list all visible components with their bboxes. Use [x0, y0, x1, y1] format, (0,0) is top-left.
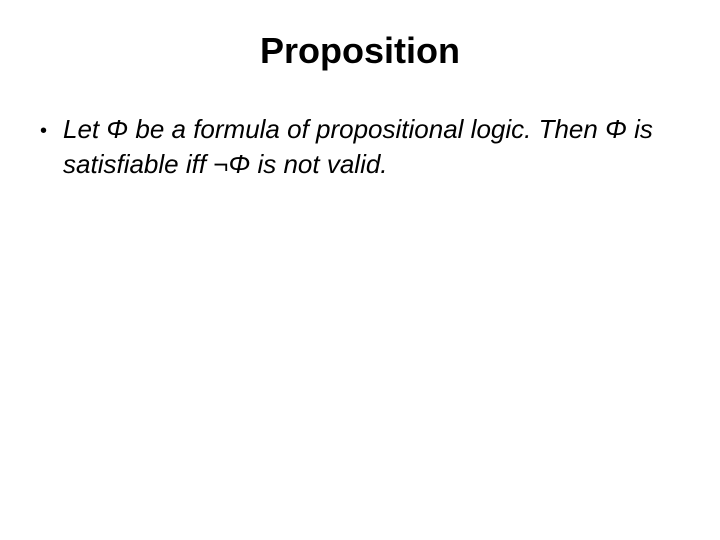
slide-content: • Let Φ be a formula of propositional lo… [30, 112, 690, 182]
slide-title: Proposition [30, 30, 690, 72]
bullet-item: • Let Φ be a formula of propositional lo… [40, 112, 690, 182]
bullet-marker: • [40, 118, 47, 145]
slide-container: Proposition • Let Φ be a formula of prop… [0, 0, 720, 540]
bullet-text: Let Φ be a formula of propositional logi… [63, 112, 690, 182]
